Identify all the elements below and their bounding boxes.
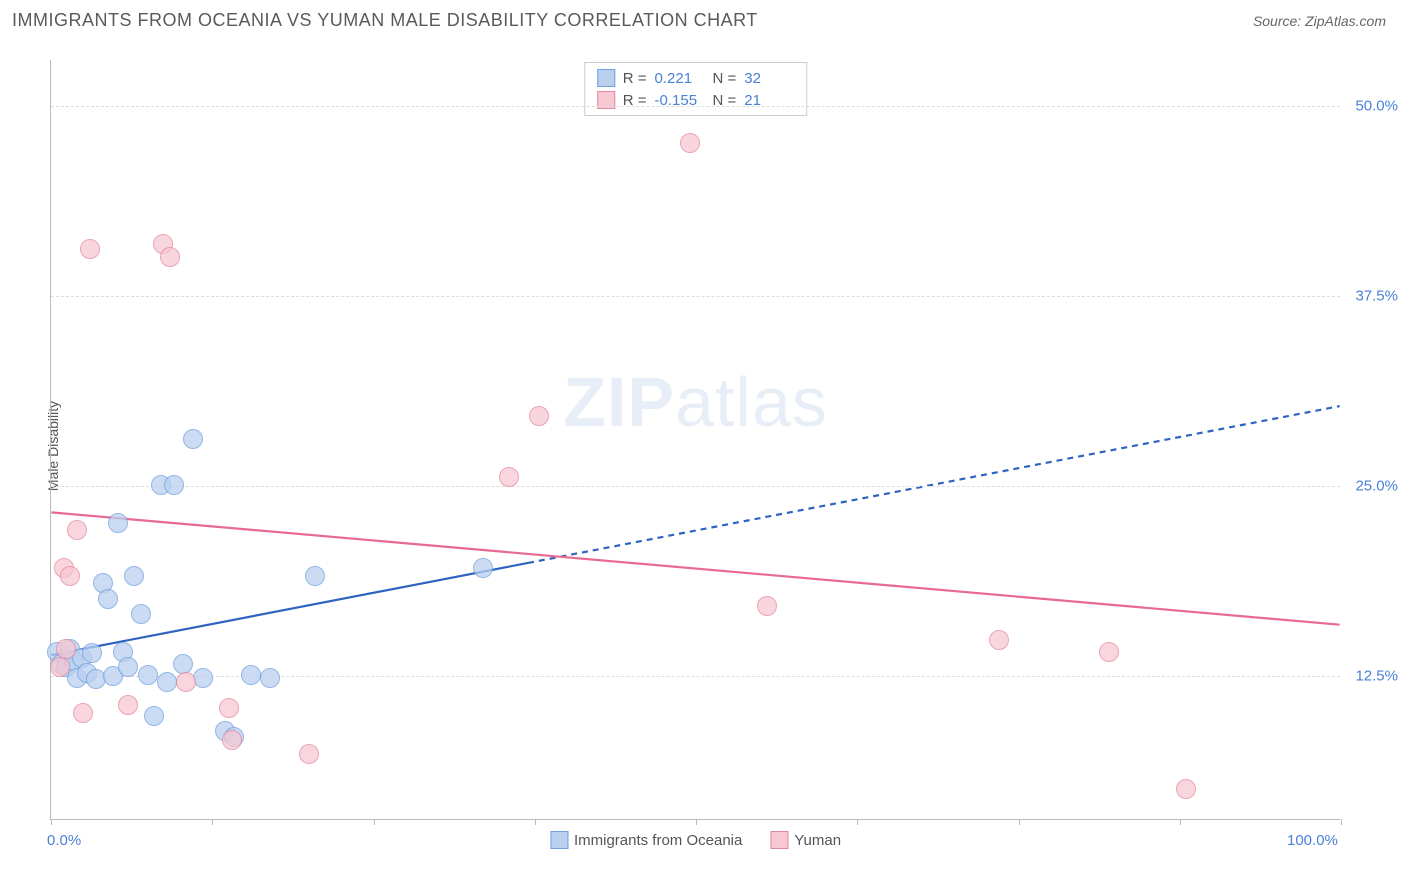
legend-swatch: [770, 831, 788, 849]
scatter-point: [131, 604, 151, 624]
scatter-point: [260, 668, 280, 688]
scatter-point: [124, 566, 144, 586]
scatter-point: [138, 665, 158, 685]
x-tick-label: 0.0%: [47, 832, 81, 849]
legend-n-value: 32: [744, 70, 794, 87]
legend-stats-row: R = 0.221 N = 32: [597, 67, 795, 89]
chart-title: IMMIGRANTS FROM OCEANIA VS YUMAN MALE DI…: [12, 10, 758, 31]
scatter-point: [118, 657, 138, 677]
chart-header: IMMIGRANTS FROM OCEANIA VS YUMAN MALE DI…: [0, 0, 1406, 31]
scatter-point: [80, 239, 100, 259]
x-tick-mark: [212, 819, 213, 825]
y-tick-label: 37.5%: [1348, 287, 1398, 304]
gridline: [51, 486, 1340, 487]
scatter-point: [219, 698, 239, 718]
scatter-point: [157, 672, 177, 692]
scatter-point: [529, 406, 549, 426]
legend-series-label: Yuman: [794, 832, 841, 849]
scatter-point: [98, 589, 118, 609]
legend-r-label: R =: [623, 70, 647, 87]
x-tick-label: 100.0%: [1287, 832, 1338, 849]
scatter-point: [1176, 779, 1196, 799]
scatter-point: [164, 475, 184, 495]
plot-area: ZIPatlas R =0.221N =32R =-0.155N =21 Imm…: [50, 60, 1340, 820]
scatter-point: [305, 566, 325, 586]
scatter-point: [176, 672, 196, 692]
scatter-point: [241, 665, 261, 685]
scatter-point: [757, 596, 777, 616]
legend-stats-row: R =-0.155N =21: [597, 89, 795, 111]
x-tick-mark: [51, 819, 52, 825]
scatter-point: [160, 247, 180, 267]
gridline: [51, 106, 1340, 107]
legend-series-item: Yuman: [770, 831, 841, 849]
scatter-point: [299, 744, 319, 764]
scatter-point: [50, 657, 70, 677]
legend-series-item: Immigrants from Oceania: [550, 831, 742, 849]
scatter-point: [173, 654, 193, 674]
x-tick-mark: [535, 819, 536, 825]
scatter-point: [499, 467, 519, 487]
scatter-point: [222, 730, 242, 750]
scatter-point: [193, 668, 213, 688]
scatter-point: [118, 695, 138, 715]
legend-n-label: N =: [713, 70, 737, 87]
scatter-point: [183, 429, 203, 449]
legend-swatch: [597, 69, 615, 87]
trend-lines: [51, 60, 1340, 819]
x-tick-mark: [857, 819, 858, 825]
x-tick-mark: [1341, 819, 1342, 825]
trend-line-solid: [51, 512, 1339, 624]
legend-stats: R = 0.221 N = 32 R =-0.155N =21: [584, 62, 808, 116]
scatter-point: [56, 639, 76, 659]
scatter-point: [108, 513, 128, 533]
scatter-point: [473, 558, 493, 578]
watermark: ZIPatlas: [563, 362, 828, 442]
scatter-point: [73, 703, 93, 723]
scatter-point: [82, 643, 102, 663]
x-tick-mark: [1019, 819, 1020, 825]
scatter-point: [144, 706, 164, 726]
legend-swatch: [550, 831, 568, 849]
scatter-point: [67, 520, 87, 540]
trend-line-dashed: [528, 406, 1340, 563]
scatter-point: [989, 630, 1009, 650]
legend-r-value: 0.221: [655, 70, 705, 87]
legend-series-label: Immigrants from Oceania: [574, 832, 742, 849]
gridline: [51, 296, 1340, 297]
x-tick-mark: [374, 819, 375, 825]
y-tick-label: 25.0%: [1348, 477, 1398, 494]
y-tick-label: 12.5%: [1348, 667, 1398, 684]
x-tick-mark: [696, 819, 697, 825]
scatter-point: [60, 566, 80, 586]
scatter-point: [1099, 642, 1119, 662]
y-tick-label: 50.0%: [1348, 97, 1398, 114]
chart-source: Source: ZipAtlas.com: [1253, 13, 1386, 29]
scatter-point: [680, 133, 700, 153]
legend-series: Immigrants from Oceania Yuman: [550, 831, 841, 849]
x-tick-mark: [1180, 819, 1181, 825]
